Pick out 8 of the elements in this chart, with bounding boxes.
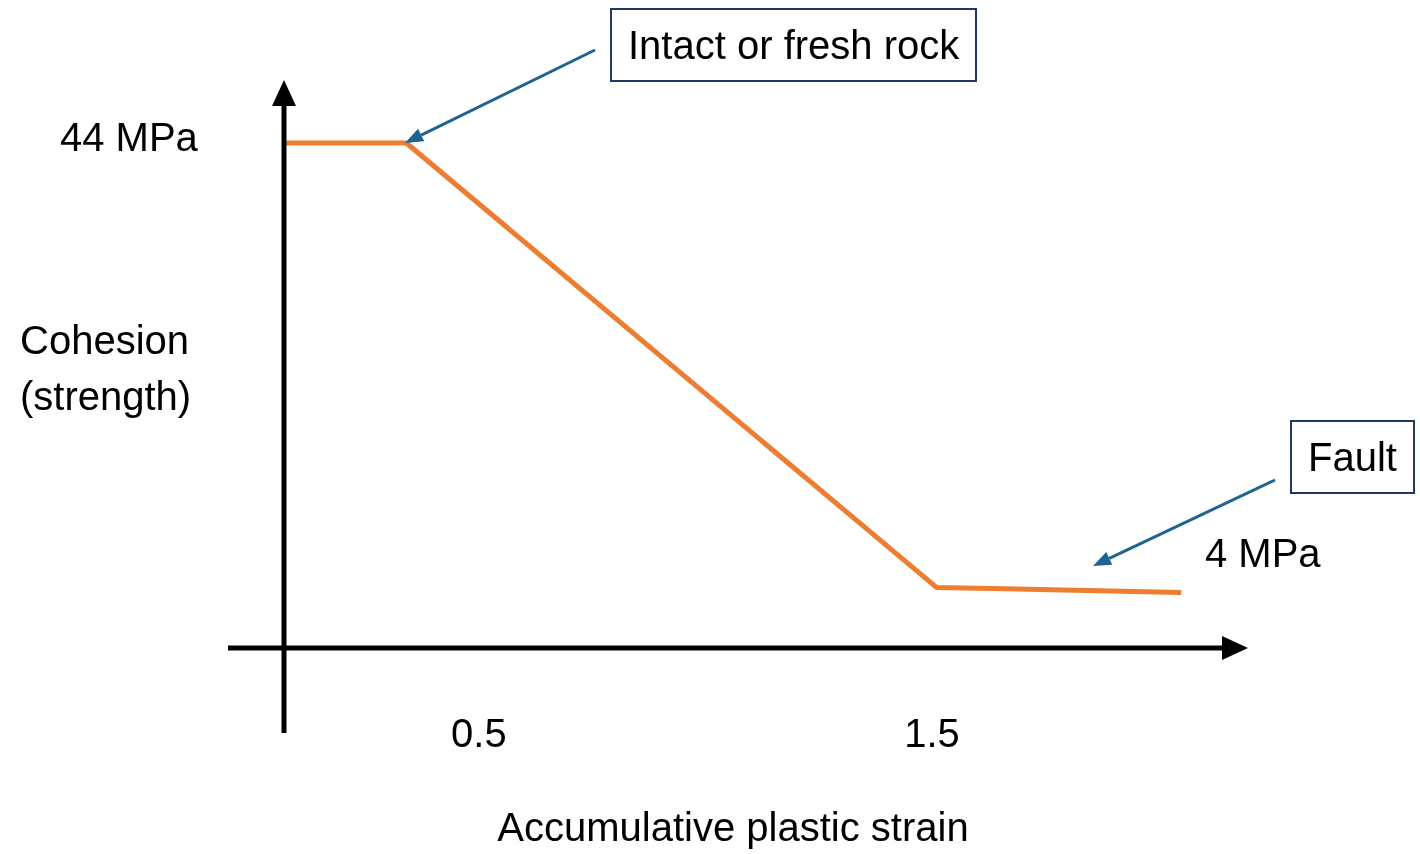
text: Intact or fresh rock [610,8,978,82]
x-axis-title: Accumulative plastic strain [497,804,969,850]
text: Fault [1290,420,1415,494]
x-tick-label: 0.5 [451,711,507,756]
text: 44 MPa [60,114,198,160]
x-tick-label: 1.5 [904,711,960,756]
y-axis-title: Cohesion (strength) [20,317,193,420]
annotation: 4 MPa [1205,530,1321,576]
